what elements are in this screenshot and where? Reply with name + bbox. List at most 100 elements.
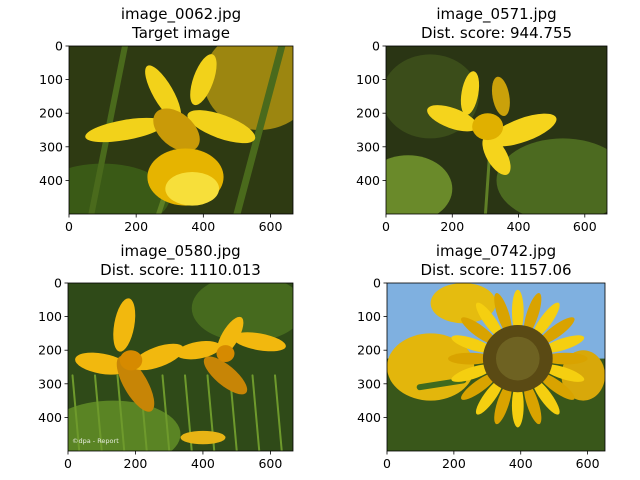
x-tick-label: 0 (382, 219, 390, 234)
petal (176, 341, 221, 360)
leaf (251, 374, 261, 451)
subplot-title-score: Dist. score: 1110.013 (100, 261, 261, 279)
y-tick-label: 0 (373, 276, 381, 291)
background-foliage (496, 138, 607, 214)
petal (542, 364, 585, 382)
petal (532, 302, 560, 339)
x-tick-label: 600 (573, 219, 597, 234)
petal (523, 382, 542, 425)
petal (203, 356, 248, 395)
axis-ticks: 0 200 400 600 0 100 200 300 400 (357, 276, 599, 472)
image-sunflower (387, 283, 605, 451)
petal (461, 317, 497, 345)
subplot-title-score: Dist. score: 1157.06 (420, 261, 571, 279)
petal (460, 71, 480, 115)
x-tick-label: 600 (258, 456, 282, 471)
leaf (161, 374, 171, 451)
y-tick-label: 300 (357, 376, 381, 391)
petal (511, 383, 524, 428)
y-tick-label: 200 (39, 106, 63, 121)
petal (494, 293, 512, 335)
background-foliage (386, 155, 453, 214)
background-foliage (191, 283, 293, 342)
subplot-title-label: Target image (131, 24, 230, 42)
y-tick-label: 400 (356, 173, 380, 188)
x-tick-label: 0 (64, 456, 72, 471)
y-tick-label: 300 (356, 139, 380, 154)
y-tick-label: 100 (38, 309, 62, 324)
y-tick-label: 0 (55, 39, 63, 54)
flower-center (216, 345, 235, 362)
petal (132, 343, 184, 371)
petal (187, 110, 256, 144)
petal (85, 117, 165, 143)
axes-frame (67, 282, 294, 452)
subplot-match-2: image_0580.jpg Dist. score: 1110.013 ©dp… (38, 242, 294, 471)
trumpet-rim (165, 172, 220, 206)
y-tick-label: 0 (372, 39, 380, 54)
y-tick-label: 400 (38, 410, 62, 425)
image-yellow-lilies: ©dpa - Report (68, 283, 293, 451)
axes-frame (385, 45, 608, 215)
y-tick-label: 100 (39, 72, 63, 87)
petal (448, 352, 492, 365)
y-tick-label: 400 (357, 410, 381, 425)
petal (543, 352, 588, 365)
petal (451, 335, 493, 353)
x-tick-label: 600 (259, 219, 283, 234)
y-tick-label: 100 (356, 72, 380, 87)
flower-center (119, 350, 143, 371)
background-foliage (68, 400, 181, 451)
x-tick-label: 200 (442, 456, 466, 471)
petal (113, 298, 136, 352)
leaf (274, 374, 283, 451)
petal (511, 289, 524, 334)
y-tick-label: 400 (39, 173, 63, 188)
x-tick-label: 0 (65, 219, 73, 234)
subplot-title-filename: image_0062.jpg (121, 5, 241, 24)
y-tick-label: 200 (357, 343, 381, 358)
leaf (71, 374, 81, 451)
petal (538, 317, 575, 345)
petal (482, 135, 511, 175)
petal (494, 382, 512, 425)
x-tick-label: 200 (440, 219, 464, 234)
petal (475, 378, 504, 415)
x-tick-label: 400 (507, 219, 531, 234)
x-tick-label: 200 (124, 456, 148, 471)
petal (532, 378, 560, 415)
y-tick-label: 300 (39, 139, 63, 154)
x-tick-label: 0 (383, 456, 391, 471)
subplot-title-filename: image_0742.jpg (436, 242, 556, 261)
axis-ticks: 0 200 400 600 0 100 200 300 400 (356, 39, 597, 235)
image-daffodil (69, 46, 293, 214)
sunflower-center-inner (496, 336, 540, 381)
petal (475, 302, 504, 339)
flower-center (472, 113, 504, 141)
axes-frame (386, 282, 606, 452)
leaf (233, 46, 286, 214)
petal (538, 372, 575, 400)
petal (491, 76, 510, 117)
x-tick-label: 400 (509, 456, 533, 471)
subplot-match-1: image_0571.jpg Dist. score: 944.755 0 200… (356, 5, 608, 235)
subplot-title-filename: image_0580.jpg (120, 242, 240, 261)
subplot-match-3: image_0742.jpg Dist. score: 1157.06 0 200… (357, 242, 606, 472)
y-tick-label: 0 (54, 276, 62, 291)
x-tick-label: 600 (576, 456, 600, 471)
petal (145, 65, 182, 121)
y-tick-label: 100 (357, 309, 381, 324)
petal (461, 372, 497, 400)
petal (427, 105, 478, 132)
petal (190, 54, 217, 106)
subplot-title-filename: image_0571.jpg (436, 5, 556, 24)
y-tick-label: 200 (356, 106, 380, 121)
petal (75, 352, 129, 375)
leaf (94, 374, 103, 451)
petal (232, 332, 286, 352)
petal (489, 113, 557, 147)
watermark-text: ©dpa - Report (72, 437, 119, 445)
x-tick-label: 200 (124, 219, 148, 234)
petal (153, 108, 200, 152)
